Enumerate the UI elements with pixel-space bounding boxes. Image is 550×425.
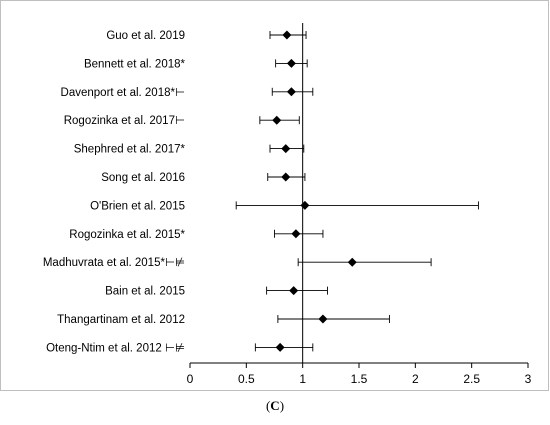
point-estimate-marker — [300, 200, 310, 210]
study-label: Song et al. 2016 — [101, 172, 185, 184]
x-tick-label: 2 — [412, 372, 419, 386]
x-tick-label: 3 — [525, 372, 532, 386]
study-label: Bennett et al. 2018* — [84, 58, 186, 70]
figure-frame: 0 0.5 1 1.5 2 2.5 3 Guo et al. 2019 Bennett et … — [0, 0, 549, 391]
study-label: Thangartinam et al. 2012 — [57, 314, 185, 326]
point-estimate-marker — [291, 229, 301, 239]
point-estimates — [272, 30, 357, 352]
point-estimate-marker — [318, 314, 328, 324]
study-label: Oteng-Ntim et al. 2012 ⊢⊭ — [46, 342, 185, 354]
caption-close: ) — [279, 398, 285, 413]
study-label: Guo et al. 2019 — [106, 30, 185, 42]
figure-caption: (C) — [0, 398, 550, 414]
point-estimate-marker — [286, 58, 296, 68]
study-label: Davenport et al. 2018*⊢ — [61, 87, 185, 99]
point-estimate-marker — [275, 342, 285, 352]
point-estimate-marker — [281, 144, 291, 154]
caption-letter: C — [270, 398, 280, 413]
point-estimate-marker — [281, 172, 291, 182]
x-tick-label: 1.5 — [351, 372, 368, 386]
x-tick-label: 2.5 — [463, 372, 480, 386]
study-label: Rogozinka et al. 2017⊢ — [64, 115, 185, 127]
study-label: Shephred et al. 2017* — [74, 144, 186, 156]
study-label: O'Brien et al. 2015 — [90, 200, 185, 212]
point-estimate-marker — [347, 257, 357, 267]
study-label: Rogozinka et al. 2015* — [69, 229, 185, 241]
point-estimate-marker — [289, 286, 299, 296]
forest-plot: 0 0.5 1 1.5 2 2.5 3 Guo et al. 2019 Bennett et … — [43, 23, 532, 386]
study-label: Madhuvrata et al. 2015*⊢⊭ — [43, 257, 185, 269]
study-labels: Guo et al. 2019 Bennett et al. 2018* Daven… — [43, 30, 186, 354]
x-tick-label: 1 — [299, 372, 306, 386]
study-label: Bain et al. 2015 — [105, 286, 185, 298]
point-estimate-marker — [282, 30, 292, 40]
caption-open: ( — [265, 398, 271, 413]
x-tick-label: 0 — [187, 372, 194, 386]
point-estimate-marker — [286, 87, 296, 97]
confidence-intervals — [235, 31, 479, 352]
x-axis: 0 0.5 1 1.5 2 2.5 3 — [187, 362, 532, 386]
x-tick-label: 0.5 — [238, 372, 255, 386]
point-estimate-marker — [272, 115, 282, 125]
